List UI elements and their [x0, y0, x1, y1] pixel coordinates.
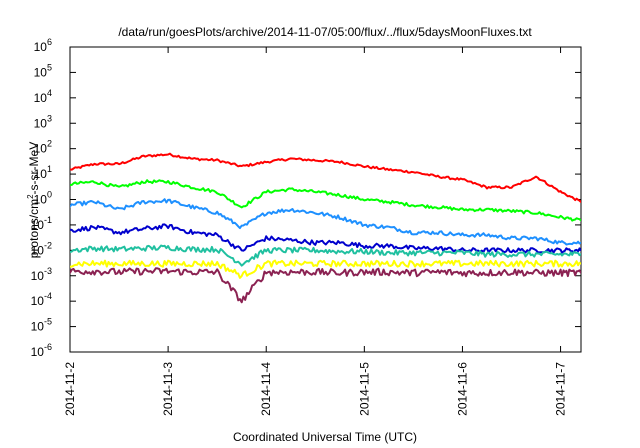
series-line-3 [70, 198, 581, 246]
series-line-2 [70, 179, 581, 222]
series-line-7 [70, 267, 581, 304]
x-axis: 2014-11-2 2014-11-3 2014-11-4 2014-11-5 2014… [63, 47, 568, 416]
y-tick-label: 10-4 [31, 291, 52, 308]
chart-title: /data/run/goesPlots/archive/2014-11-07/0… [118, 25, 532, 39]
y-tick-label: 10-6 [31, 342, 52, 359]
x-axis-label: Coordinated Universal Time (UTC) [233, 430, 417, 444]
y-tick-label: 102 [34, 139, 52, 156]
series-layer [70, 152, 581, 304]
plot-frame [69, 46, 582, 353]
y-tick-label: 106 [34, 37, 52, 54]
y-tick-label: 10-1 [31, 215, 52, 232]
x-tick-label: 2014-11-5 [357, 362, 371, 416]
series-line-1 [70, 152, 581, 203]
x-tick-label: 2014-11-3 [161, 362, 175, 416]
y-tick-label: 105 [34, 62, 52, 79]
series-line-6 [70, 259, 581, 279]
x-tick-label: 2014-11-2 [63, 362, 77, 416]
y-axis-label-base: protons/cm [27, 199, 41, 258]
y-tick-label: 10-2 [31, 240, 52, 257]
y-axis-label-sup: 2 [26, 194, 35, 199]
y-tick-label: 100 [34, 190, 52, 207]
series-line-4 [70, 223, 581, 254]
y-tick-label: 101 [34, 164, 52, 181]
series-line-5 [70, 244, 581, 267]
y-tick-label: 103 [34, 113, 52, 130]
y-tick-label: 104 [34, 88, 52, 105]
y-tick-label: 10-3 [31, 266, 52, 283]
x-tick-label: 2014-11-7 [554, 362, 568, 416]
y-axis-label-rest: -s-sr-MeV [27, 142, 41, 195]
y-tick-label: 10-5 [31, 317, 52, 334]
y-axis: 10-6 10-5 10-4 10-3 10-2 10-1 100 101 102 103 104 1… [31, 37, 581, 359]
x-tick-label: 2014-11-6 [455, 362, 469, 416]
x-tick-label: 2014-11-4 [259, 362, 273, 416]
y-axis-label: protons/cm2-s-sr-MeV [26, 142, 41, 258]
